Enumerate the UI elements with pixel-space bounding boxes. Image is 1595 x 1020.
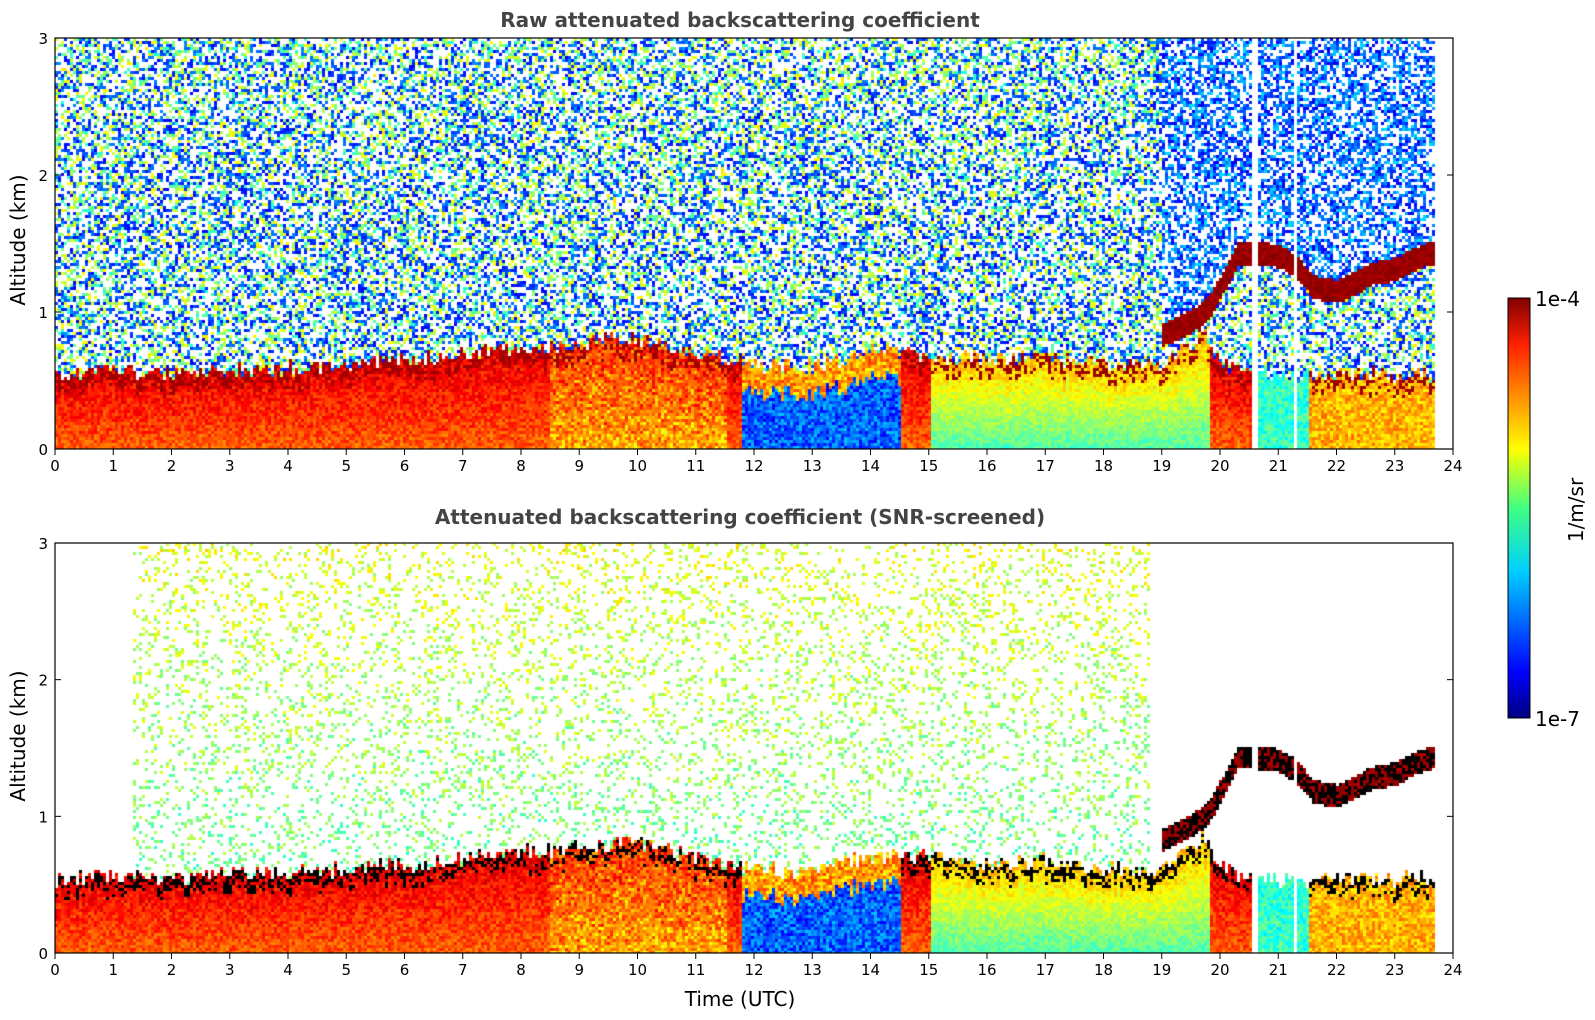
y-tick-label: 1 (38, 304, 48, 322)
x-tick-label: 3 (225, 961, 235, 979)
y-tick-label: 3 (38, 30, 48, 48)
x-tick-label: 21 (1269, 961, 1288, 979)
x-tick-label: 24 (1443, 457, 1462, 475)
panel-screened: Attenuated backscattering coefficient (S… (6, 505, 1463, 1011)
y-tick-label: 0 (38, 945, 48, 963)
y-tick-label: 2 (38, 167, 48, 185)
x-tick-label: 21 (1269, 457, 1288, 475)
x-tick-label: 12 (744, 961, 763, 979)
x-tick-label: 14 (861, 961, 880, 979)
heatmap-raster (55, 543, 1453, 953)
x-tick-label: 15 (919, 457, 938, 475)
x-tick-label: 0 (50, 457, 60, 475)
x-tick-label: 24 (1443, 961, 1462, 979)
panel-title: Raw attenuated backscattering coefficien… (500, 8, 980, 32)
x-tick-label: 7 (458, 961, 468, 979)
x-tick-label: 5 (341, 961, 351, 979)
x-tick-label: 11 (686, 457, 705, 475)
x-tick-label: 11 (686, 961, 705, 979)
x-tick-label: 20 (1210, 457, 1229, 475)
x-tick-label: 1 (108, 457, 118, 475)
x-tick-label: 17 (1036, 961, 1055, 979)
x-tick-label: 4 (283, 961, 293, 979)
x-tick-label: 10 (628, 961, 647, 979)
x-tick-label: 23 (1385, 457, 1404, 475)
colorbar: 1e-4 1e-7 1/m/sr (1507, 287, 1588, 731)
x-tick-label: 5 (341, 457, 351, 475)
x-tick-label: 17 (1036, 457, 1055, 475)
heatmap-image (55, 543, 1453, 953)
colorbar-min-label: 1e-7 (1535, 707, 1580, 731)
x-tick-label: 19 (1152, 457, 1171, 475)
x-tick-label: 8 (516, 457, 526, 475)
x-tick-label: 9 (574, 961, 584, 979)
x-tick-label: 10 (628, 457, 647, 475)
x-axis-label: Time (UTC) (684, 987, 796, 1011)
y-axis-label: Altitude (km) (6, 174, 30, 305)
x-tick-label: 8 (516, 961, 526, 979)
colorbar-max-label: 1e-4 (1535, 287, 1580, 311)
y-tick-label: 3 (38, 535, 48, 553)
x-tick-label: 0 (50, 961, 60, 979)
heatmap-image (55, 38, 1453, 449)
x-tick-label: 18 (1094, 457, 1113, 475)
y-tick-label: 0 (38, 441, 48, 459)
heatmap-raster (55, 38, 1453, 449)
colorbar-gradient (1507, 297, 1531, 719)
x-tick-label: 12 (744, 457, 763, 475)
x-tick-label: 13 (803, 457, 822, 475)
colorbar-unit-label: 1/m/sr (1564, 477, 1588, 542)
x-tick-label: 16 (977, 457, 996, 475)
x-tick-label: 16 (977, 961, 996, 979)
x-tick-label: 22 (1327, 961, 1346, 979)
panel-title: Attenuated backscattering coefficient (S… (435, 505, 1045, 529)
x-tick-label: 22 (1327, 457, 1346, 475)
x-tick-label: 19 (1152, 961, 1171, 979)
y-tick-label: 1 (38, 808, 48, 826)
axes-frame: 0 1 2 3 4 5 6 7 8 9 10 11 12 13 14 15 16 17 18 19 20 21 22 23 24… (38, 30, 1462, 475)
x-tick-label: 1 (108, 961, 118, 979)
x-tick-label: 3 (225, 457, 235, 475)
x-tick-label: 6 (400, 961, 410, 979)
x-tick-label: 4 (283, 457, 293, 475)
x-tick-label: 2 (167, 457, 177, 475)
x-tick-label: 23 (1385, 961, 1404, 979)
x-tick-label: 15 (919, 961, 938, 979)
x-tick-label: 9 (574, 457, 584, 475)
x-tick-label: 18 (1094, 961, 1113, 979)
x-tick-label: 20 (1210, 961, 1229, 979)
x-tick-label: 7 (458, 457, 468, 475)
x-tick-label: 14 (861, 457, 880, 475)
panel-raw: Raw attenuated backscattering coefficien… (6, 8, 1463, 475)
axes-frame: 0 1 2 3 4 5 6 7 8 9 10 11 12 13 14 15 16 17 18 19 20 21 22 23 24… (38, 535, 1462, 979)
x-tick-label: 6 (400, 457, 410, 475)
x-tick-label: 2 (167, 961, 177, 979)
y-tick-label: 2 (38, 672, 48, 690)
y-axis-label: Altitude (km) (6, 670, 30, 801)
x-tick-label: 13 (803, 961, 822, 979)
